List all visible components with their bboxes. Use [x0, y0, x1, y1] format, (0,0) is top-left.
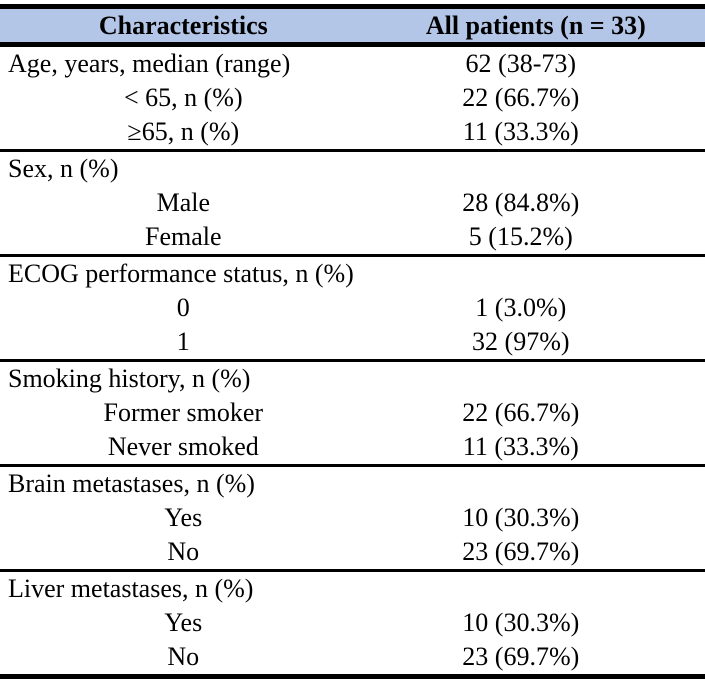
- row-value: 62 (38-73): [465, 49, 577, 78]
- table-row-sex: Sex, n (%): [0, 152, 705, 186]
- table-row-brain-yes: Yes 10 (30.3%): [0, 501, 705, 535]
- table-row-brain-no: No 23 (69.7%): [0, 535, 705, 572]
- table-row-brain-metastases: Brain metastases, n (%): [0, 467, 705, 501]
- table-row-ecog-1: 1 32 (97%): [0, 325, 705, 362]
- row-label: < 65, n (%): [123, 83, 243, 112]
- row-label: No: [167, 537, 200, 566]
- row-value: 10 (30.3%): [462, 608, 580, 637]
- row-label: Female: [145, 222, 222, 251]
- table-row-liver-no: No 23 (69.7%): [0, 640, 705, 679]
- row-value: 11 (33.3%): [462, 432, 579, 461]
- row-label: ECOG performance status, n (%): [8, 259, 354, 288]
- table-row-former-smoker: Former smoker 22 (66.7%): [0, 396, 705, 430]
- table-row-age: Age, years, median (range) 62 (38-73): [0, 47, 705, 81]
- row-label: Yes: [164, 608, 203, 637]
- row-value: 28 (84.8%): [462, 188, 580, 217]
- row-label: Never smoked: [107, 432, 259, 461]
- row-label: Smoking history, n (%): [8, 364, 251, 393]
- row-label: ≥65, n (%): [127, 117, 240, 146]
- table-row-liver-yes: Yes 10 (30.3%): [0, 606, 705, 640]
- row-label: No: [167, 642, 200, 671]
- table-row-female: Female 5 (15.2%): [0, 220, 705, 257]
- row-value: 23 (69.7%): [462, 642, 580, 671]
- row-value: 32 (97%): [472, 327, 570, 356]
- row-value: 11 (33.3%): [462, 117, 579, 146]
- row-label: Age, years, median (range): [8, 49, 291, 78]
- row-label: Yes: [164, 503, 203, 532]
- table-row-male: Male 28 (84.8%): [0, 186, 705, 220]
- row-value: 1 (3.0%): [475, 293, 567, 322]
- row-value: 22 (66.7%): [462, 83, 580, 112]
- row-value: 23 (69.7%): [462, 537, 580, 566]
- table-row-liver-metastases: Liver metastases, n (%): [0, 572, 705, 606]
- characteristics-table: Characteristics All patients (n = 33) Ag…: [0, 4, 705, 679]
- row-label: Former smoker: [103, 398, 264, 427]
- header-characteristics: Characteristics: [98, 10, 268, 40]
- header-all-patients: All patients (n = 33): [425, 10, 646, 40]
- table-row-never-smoked: Never smoked 11 (33.3%): [0, 430, 705, 467]
- row-value: 10 (30.3%): [462, 503, 580, 532]
- table-row-age-over65: ≥65, n (%) 11 (33.3%): [0, 115, 705, 152]
- row-value: 22 (66.7%): [462, 398, 580, 427]
- table-row-smoking: Smoking history, n (%): [0, 362, 705, 396]
- row-label: 1: [176, 327, 190, 356]
- table-header-row: Characteristics All patients (n = 33): [0, 9, 705, 47]
- table-row-ecog-0: 0 1 (3.0%): [0, 291, 705, 325]
- row-label: Male: [156, 188, 210, 217]
- row-value: 5 (15.2%): [468, 222, 573, 251]
- table-row-age-under65: < 65, n (%) 22 (66.7%): [0, 81, 705, 115]
- row-label: Brain metastases, n (%): [8, 469, 255, 498]
- row-label: Sex, n (%): [8, 154, 119, 183]
- row-label: Liver metastases, n (%): [8, 574, 254, 603]
- table-row-ecog: ECOG performance status, n (%): [0, 257, 705, 291]
- row-label: 0: [176, 293, 190, 322]
